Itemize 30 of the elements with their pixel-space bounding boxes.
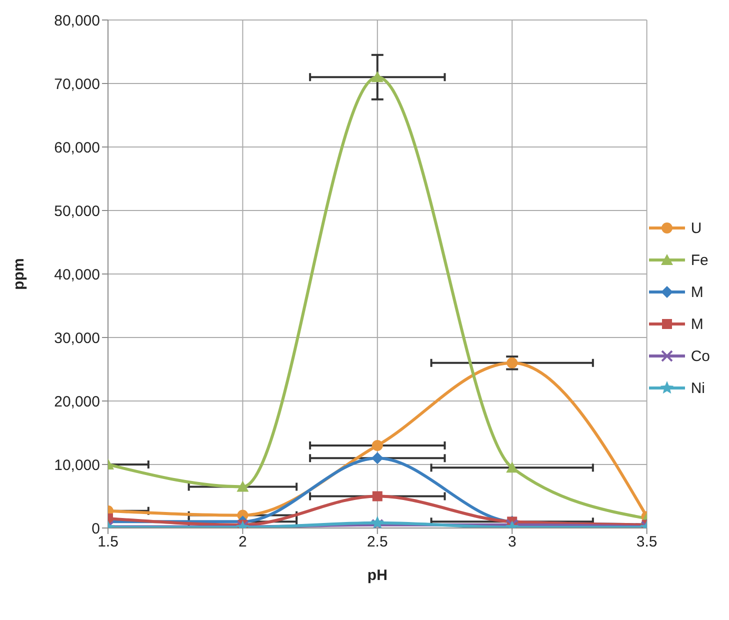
- y-tick-label: 20,000: [54, 393, 100, 410]
- y-tick-label: 30,000: [54, 330, 100, 347]
- y-tick-label: 50,000: [54, 202, 100, 220]
- y-tick-label: 40,000: [54, 266, 100, 284]
- point: [506, 462, 518, 473]
- x-tick-label: 2: [238, 534, 247, 551]
- point: [371, 71, 384, 82]
- legend-label: U: [690, 220, 702, 236]
- x-tick-label: 2.5: [366, 534, 388, 551]
- legend-label: M: [690, 316, 704, 332]
- point: [371, 452, 384, 464]
- y-tick-label: 0: [92, 520, 100, 538]
- legend-label: M: [690, 284, 704, 300]
- point: [372, 440, 383, 451]
- y-axis-title: ppm: [10, 258, 28, 290]
- point: [236, 480, 249, 492]
- legend-label: Ni: [690, 380, 705, 396]
- point: [372, 491, 382, 502]
- y-tick-label: 70,000: [54, 76, 100, 93]
- legend-label: Co: [690, 348, 710, 364]
- point: [370, 516, 384, 528]
- x-tick-label: 3.5: [636, 534, 658, 551]
- x-tick-label: 1.5: [98, 534, 118, 551]
- point: [371, 518, 384, 528]
- y-tick-label: 60,000: [54, 139, 100, 156]
- y-tick-label: 80,000: [54, 12, 100, 30]
- y-tick-label: 10,000: [54, 456, 100, 474]
- legend-label: Fe: [690, 252, 708, 268]
- x-axis-title: pH: [367, 567, 388, 584]
- x-tick-label: 3: [508, 534, 516, 551]
